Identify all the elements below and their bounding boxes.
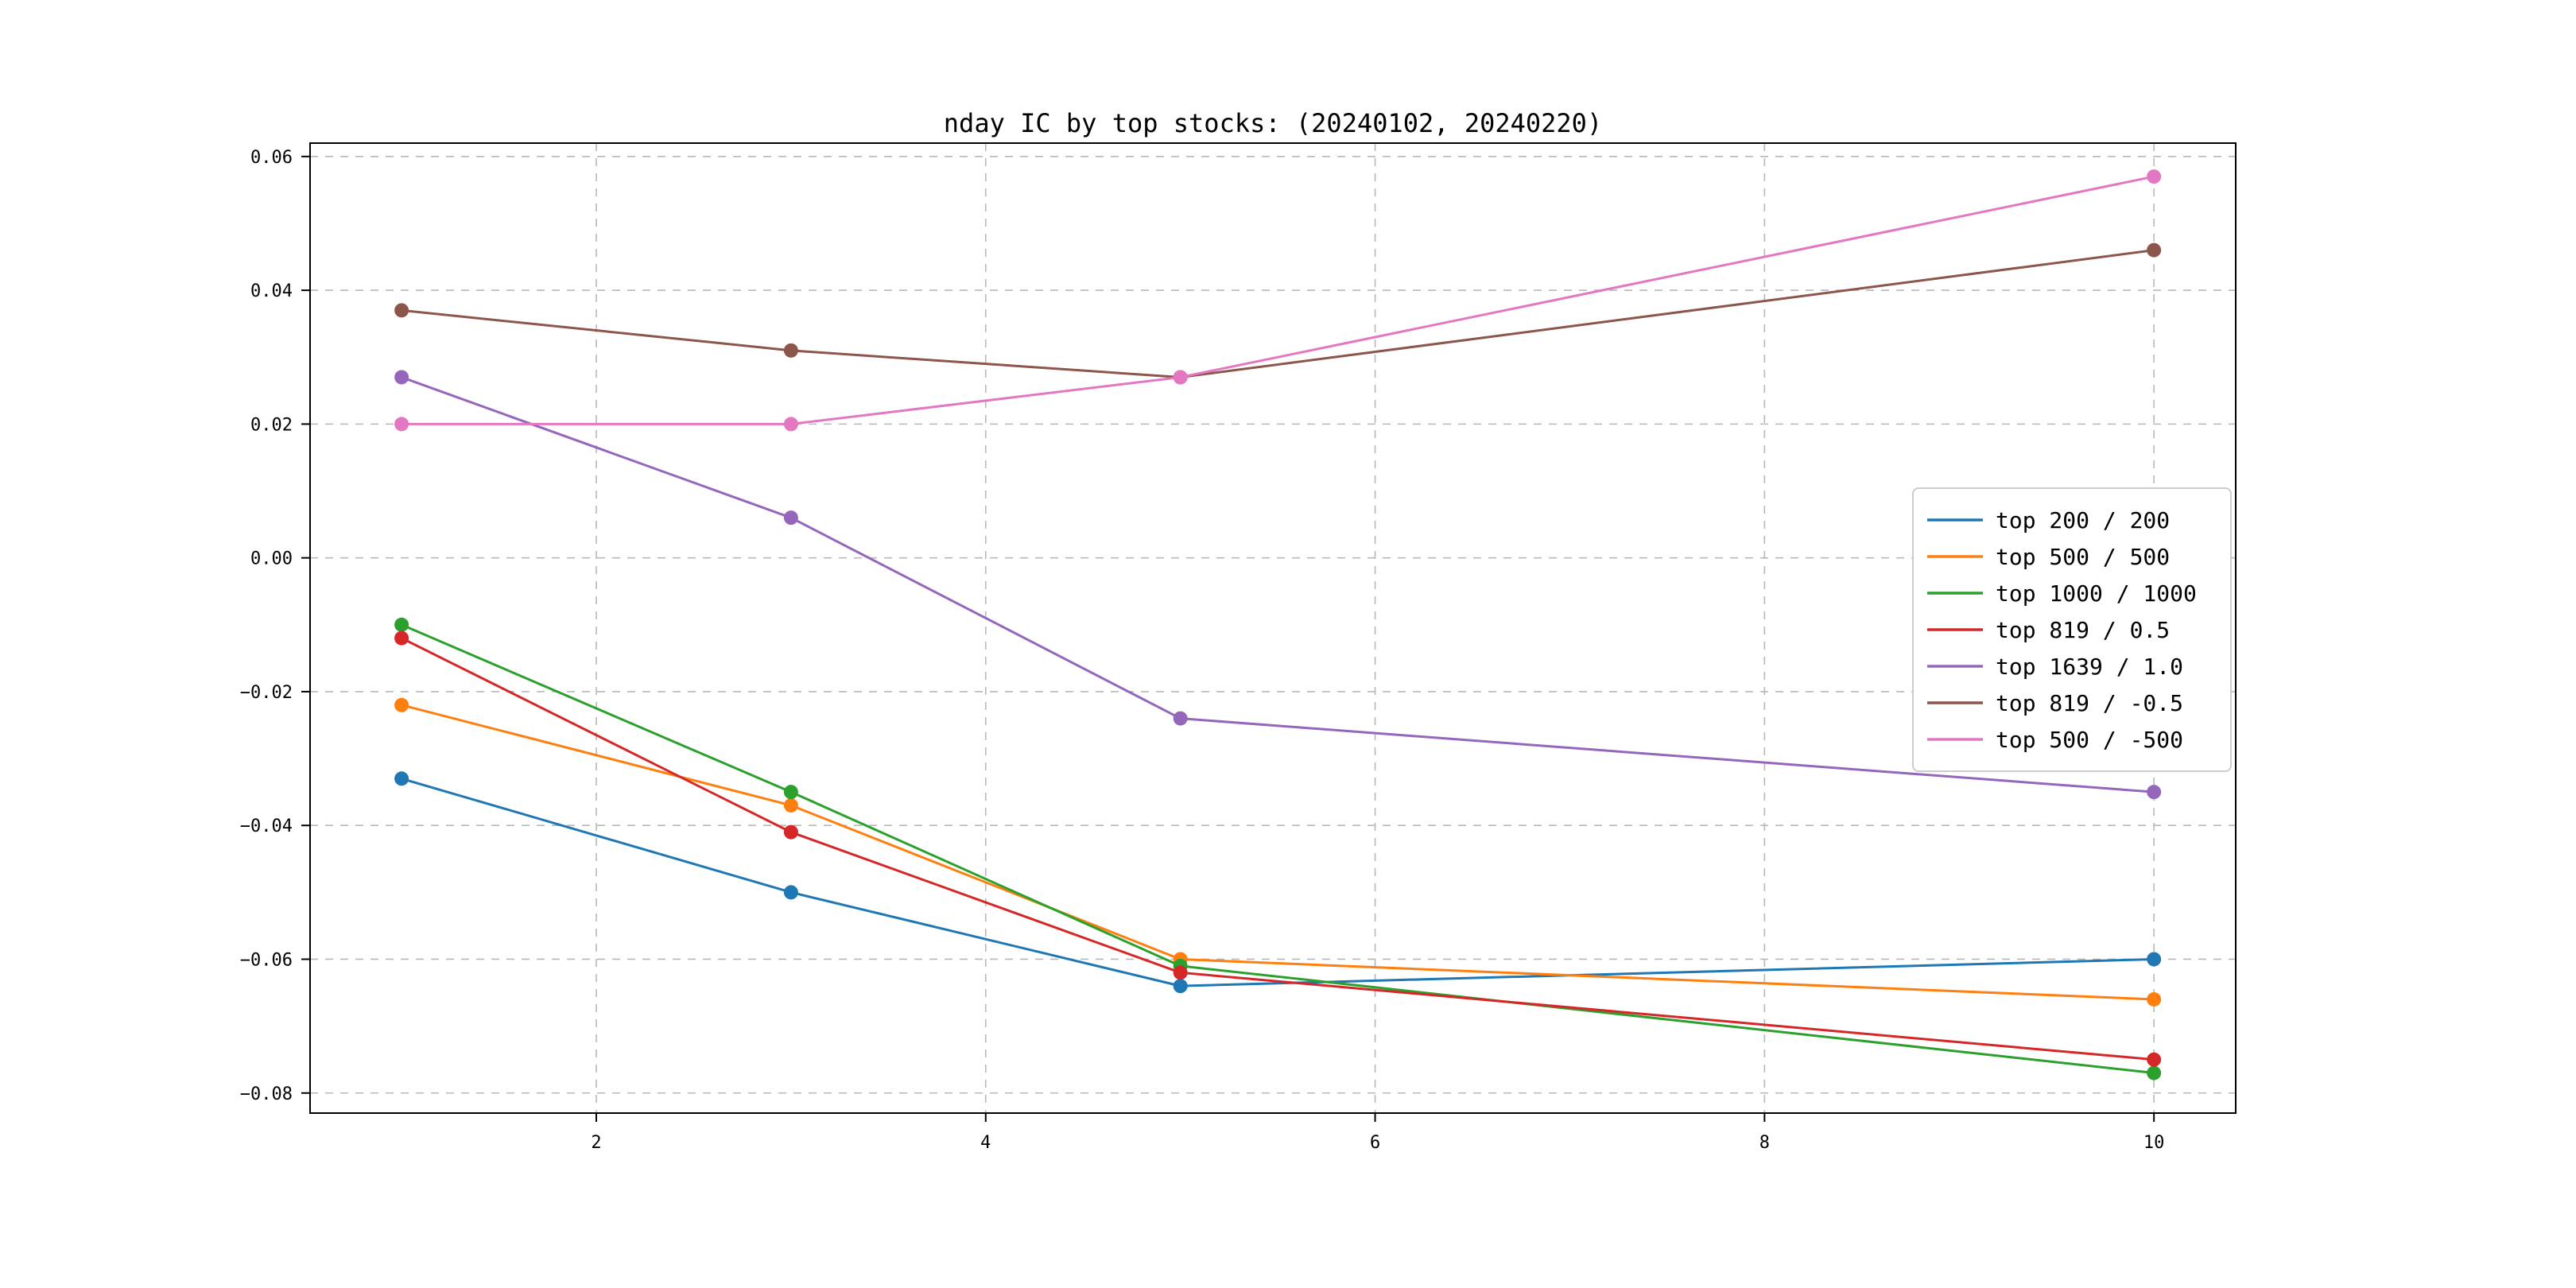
- legend-entry-label: top 1639 / 1.0: [1996, 654, 2183, 680]
- legend-entry-label: top 1000 / 1000: [1996, 580, 2197, 607]
- data-point-marker: [394, 771, 409, 786]
- legend: top 200 / 200 top 500 / 500 top 1000 / 100…: [1912, 487, 2232, 772]
- x-tick-label: 6: [1370, 1133, 1380, 1153]
- y-tick-label: 0.02: [250, 415, 293, 435]
- data-point-marker: [394, 370, 409, 385]
- data-point-marker: [783, 885, 798, 900]
- y-tick-label: −0.02: [240, 683, 293, 703]
- chart-title: nday IC by top stocks: (20240102, 202402…: [944, 108, 1602, 138]
- data-point-marker: [1173, 370, 1188, 385]
- data-point-marker: [394, 697, 409, 712]
- x-tick-label: 8: [1759, 1133, 1770, 1153]
- series-line: [400, 175, 2155, 425]
- series-line: [400, 777, 2155, 987]
- legend-entry-label: top 500 / -500: [1996, 727, 2183, 753]
- data-point-marker: [2147, 242, 2162, 258]
- data-point-marker: [783, 797, 798, 813]
- legend-box: [1912, 487, 2232, 772]
- y-tick-label: 0.06: [250, 148, 293, 168]
- data-point-marker: [1173, 965, 1188, 980]
- series-line: [400, 375, 2155, 793]
- series-line: [400, 637, 2155, 1061]
- series-line: [400, 249, 2155, 378]
- data-point-marker: [2147, 1052, 2162, 1067]
- data-point-marker: [394, 617, 409, 632]
- series-line: [400, 704, 2155, 1001]
- axes-spines: [309, 142, 2237, 1114]
- data-point-marker: [1173, 711, 1188, 726]
- x-tick-label: 4: [980, 1133, 991, 1153]
- data-point-marker: [1173, 979, 1188, 994]
- x-tick-label: 2: [591, 1133, 601, 1153]
- data-point-marker: [2147, 991, 2162, 1007]
- data-point-marker: [2147, 169, 2162, 184]
- series: [394, 169, 2162, 1080]
- y-tick-label: −0.04: [240, 817, 293, 836]
- data-point-marker: [2147, 1065, 2162, 1080]
- y-tick-label: −0.06: [240, 950, 293, 970]
- legend-entry-label: top 819 / 0.5: [1996, 617, 2170, 643]
- data-point-marker: [2147, 785, 2162, 800]
- data-point-marker: [394, 630, 409, 646]
- data-point-marker: [783, 510, 798, 526]
- data-point-marker: [783, 824, 798, 840]
- data-point-marker: [394, 303, 409, 318]
- axes: 2 4 6 8 10 −0.08 −0.06 −0.04 −0.02 0.00 0.02 0.04 0.…: [240, 142, 2237, 1153]
- series-line: [400, 623, 2155, 1075]
- y-tick-label: −0.08: [240, 1084, 293, 1104]
- data-point-marker: [394, 417, 409, 432]
- x-tick-label: 10: [2143, 1133, 2165, 1153]
- legend-entry-label: top 819 / -0.5: [1996, 690, 2183, 716]
- data-point-marker: [783, 417, 798, 432]
- data-point-marker: [783, 785, 798, 800]
- y-tick-label: 0.00: [250, 549, 293, 569]
- data-point-marker: [783, 343, 798, 358]
- y-tick-label: 0.04: [250, 281, 293, 301]
- legend-entry-label: top 200 / 200: [1996, 507, 2170, 533]
- legend-entry-label: top 500 / 500: [1996, 544, 2170, 570]
- data-point-marker: [2147, 952, 2162, 967]
